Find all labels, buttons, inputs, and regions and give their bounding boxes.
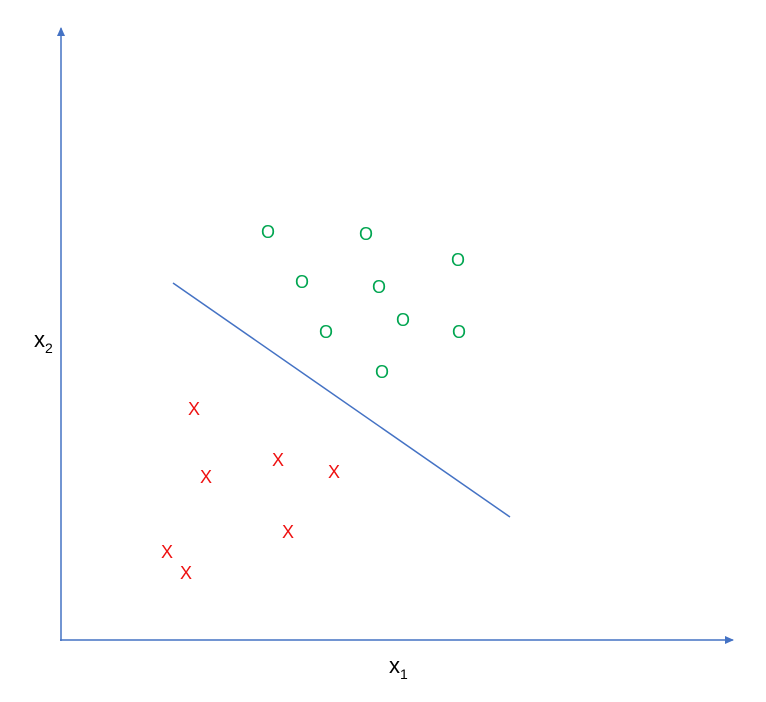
positive-sample: O xyxy=(375,362,389,382)
positive-sample: O xyxy=(295,272,309,292)
positive-sample: O xyxy=(451,250,465,270)
negative-sample: X xyxy=(328,462,340,482)
y-label-main: x xyxy=(34,327,45,352)
negative-sample: X xyxy=(272,450,284,470)
positive-sample: O xyxy=(319,322,333,342)
y-label-subscript: 2 xyxy=(45,340,53,356)
positive-sample: O xyxy=(359,224,373,244)
positive-sample: O xyxy=(396,310,410,330)
negative-sample: X xyxy=(200,467,212,487)
y-axis-label: x2 xyxy=(34,327,53,356)
x-axis-label: x1 xyxy=(389,653,408,682)
positive-sample: O xyxy=(452,322,466,342)
decision-boundary xyxy=(172,282,511,518)
positive-sample: O xyxy=(261,222,275,242)
x-label-main: x xyxy=(389,653,400,678)
positive-sample: O xyxy=(372,277,386,297)
negative-sample: X xyxy=(188,399,200,419)
negative-sample: X xyxy=(180,563,192,583)
negative-sample: X xyxy=(282,522,294,542)
negative-sample: X xyxy=(161,542,173,562)
x-label-subscript: 1 xyxy=(400,666,408,682)
